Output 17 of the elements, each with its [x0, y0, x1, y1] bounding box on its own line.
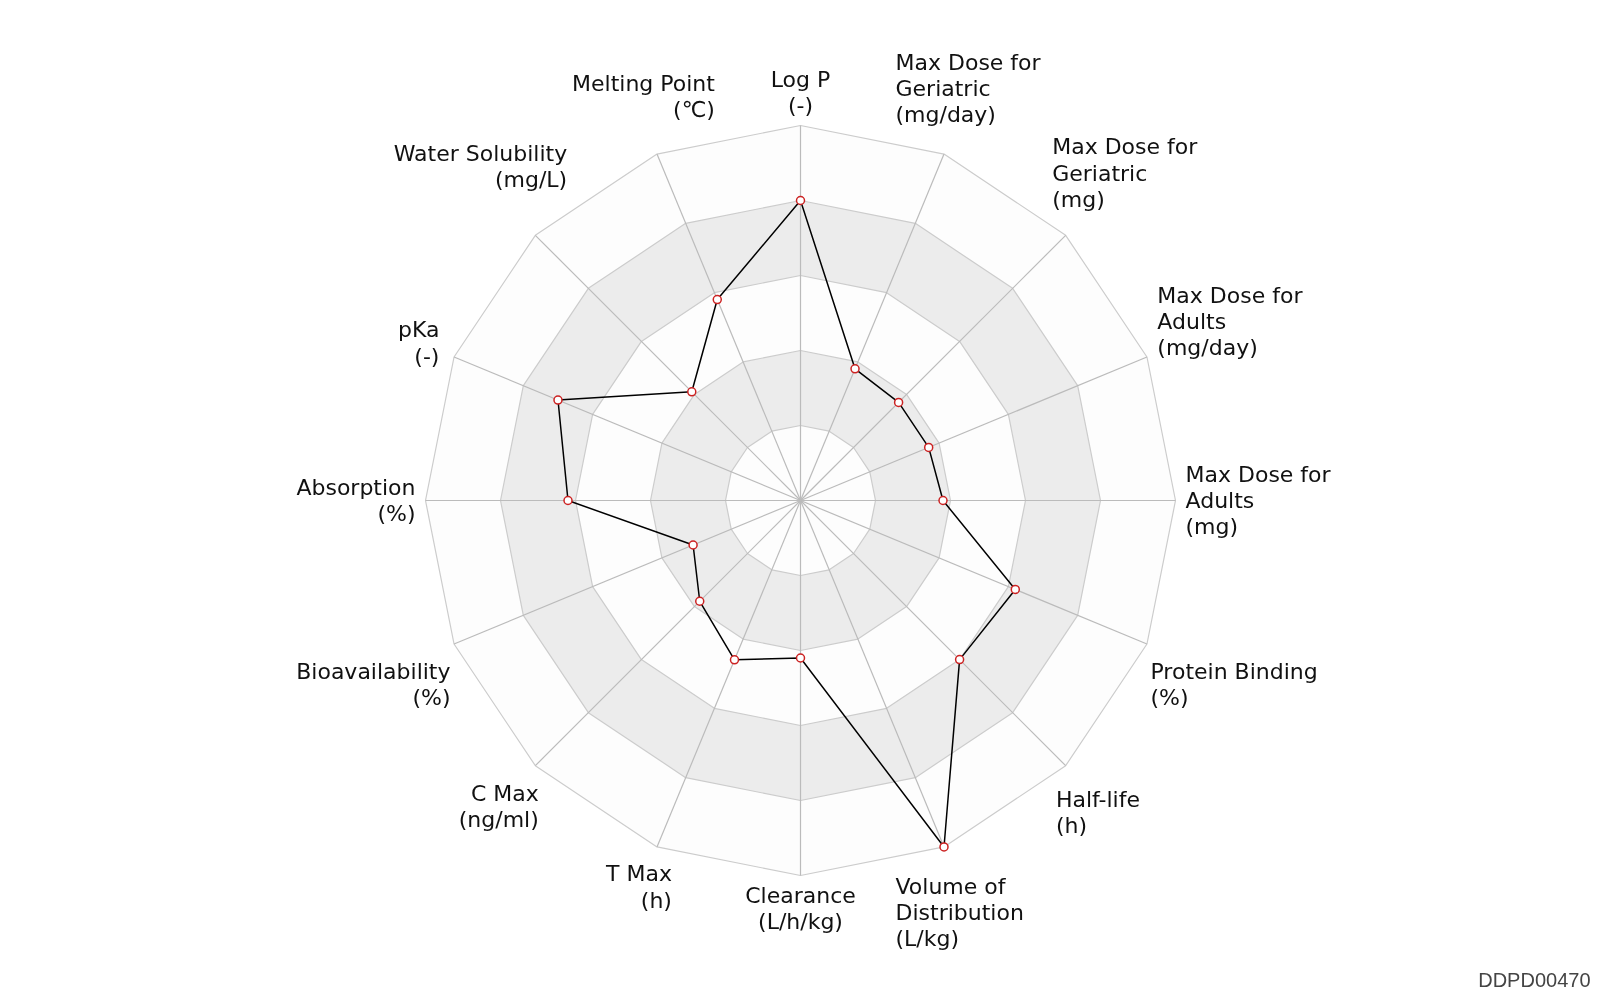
spoke-label: Max Dose for Geriatric (mg) [1052, 134, 1199, 212]
spoke-label: Bioavailability (%) [296, 658, 451, 711]
spoke-label: Log P (-) [770, 66, 831, 119]
text: DDPD00470 [1478, 968, 1591, 991]
spoke-label: Max Dose for Adults (mg) [1185, 461, 1332, 540]
spoke-label: Max Dose for Adults (mg/day) [1157, 282, 1304, 361]
spoke-label: pKa (-) [397, 317, 440, 369]
spoke-label: Absorption (%) [296, 474, 416, 527]
spoke-label: C Max (ng/ml) [458, 780, 539, 832]
spoke-label: T Max (h) [605, 861, 672, 913]
spoke-label: Melting Point (℃) [572, 70, 716, 122]
spoke-label: Max Dose for Geriatric (mg/day) [895, 49, 1042, 128]
spoke-label: Water Solubility (mg/L) [393, 140, 568, 192]
spoke-label: Protein Binding (%) [1150, 658, 1318, 711]
spoke-label: Volume of Distribution (L/kg) [895, 873, 1024, 952]
spoke-label: Half-life (h) [1055, 786, 1141, 839]
spoke-label: Clearance (L/h/kg) [745, 882, 856, 935]
